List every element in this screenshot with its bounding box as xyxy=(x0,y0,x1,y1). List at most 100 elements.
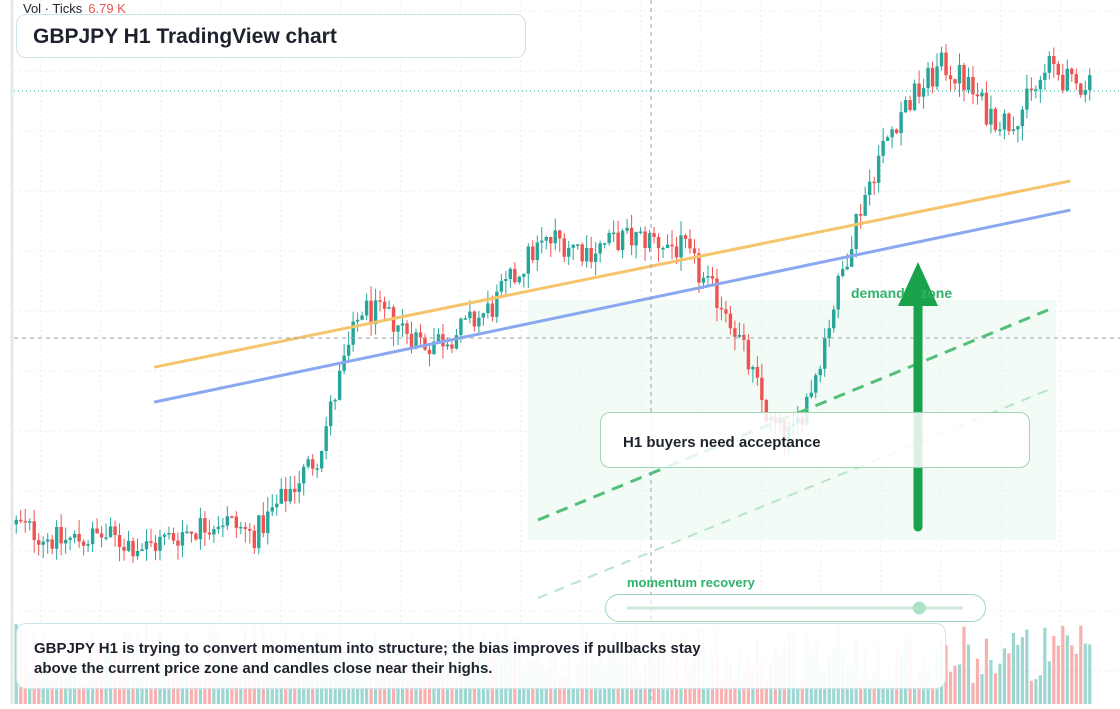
candle-body xyxy=(724,309,728,314)
volume-bar xyxy=(962,626,966,704)
candle-body xyxy=(86,544,90,546)
candle-body xyxy=(225,516,230,526)
candle-body xyxy=(998,129,1002,132)
candle-body xyxy=(701,277,706,283)
volume-legend: Vol · Ticks 6.79 K xyxy=(23,1,126,16)
volume-bar xyxy=(194,676,198,704)
candle-body xyxy=(37,540,41,545)
candle-body xyxy=(198,518,203,540)
candle-body xyxy=(733,328,737,337)
candle-body xyxy=(185,531,189,534)
candle-body xyxy=(382,301,387,309)
candle-body xyxy=(683,235,688,239)
candle-body xyxy=(1052,56,1056,65)
candle-body xyxy=(755,367,760,378)
candle-body xyxy=(1088,75,1092,91)
candle-body xyxy=(1025,88,1029,110)
candle-body xyxy=(926,67,930,89)
volume-bar xyxy=(1065,635,1069,704)
volume-bar xyxy=(149,683,153,704)
candle-body xyxy=(171,533,176,541)
volume-bar xyxy=(1074,653,1078,704)
candle-body xyxy=(405,323,409,334)
volume-bar xyxy=(1052,635,1056,704)
candle-body xyxy=(409,333,414,348)
volume-bar xyxy=(993,673,998,704)
candle-body xyxy=(302,466,306,484)
candle-body xyxy=(463,318,468,320)
candle-body xyxy=(1079,83,1083,95)
candle-body xyxy=(584,248,589,262)
candle-body xyxy=(638,231,643,233)
volume-bar xyxy=(1088,644,1092,704)
volume-bar xyxy=(418,679,423,704)
volume-bar xyxy=(1034,679,1038,704)
candle-body xyxy=(948,75,953,80)
volume-bar xyxy=(966,644,971,704)
candle-body xyxy=(252,530,257,549)
candle-body xyxy=(984,92,989,125)
volume-bar xyxy=(948,671,953,704)
candle-body xyxy=(629,227,634,246)
candle-body xyxy=(275,503,279,508)
volume-bar xyxy=(733,680,737,704)
volume-bar xyxy=(868,675,872,704)
candle-body xyxy=(108,526,113,538)
candle-body xyxy=(207,532,212,535)
volume-bar xyxy=(719,680,724,704)
candle-body xyxy=(742,334,746,340)
candle-body xyxy=(517,276,522,283)
candle-body xyxy=(881,140,885,156)
candle-body xyxy=(576,244,580,246)
candle-body xyxy=(593,253,598,262)
candle-body xyxy=(737,334,742,337)
candle-body xyxy=(63,539,68,544)
candle-body xyxy=(261,515,265,534)
candle-body xyxy=(661,248,665,250)
candle-body xyxy=(908,100,912,110)
candle-body xyxy=(248,528,252,531)
candle-body xyxy=(975,94,980,97)
candle-body xyxy=(351,321,355,345)
momentum-label: momentum recovery xyxy=(627,575,755,590)
candle-body xyxy=(77,533,81,542)
candle-body xyxy=(427,349,432,355)
candle-body xyxy=(99,533,104,538)
candle-body xyxy=(59,526,63,544)
candle-body xyxy=(369,300,373,325)
volume-bar xyxy=(1079,625,1083,704)
candle-body xyxy=(531,246,535,261)
candle-body xyxy=(378,300,382,302)
candle-body xyxy=(288,488,292,502)
candle-body xyxy=(1016,126,1020,130)
candle-body xyxy=(454,335,459,349)
volume-bar xyxy=(638,674,643,704)
candle-body xyxy=(113,526,117,536)
trendlines xyxy=(153,179,1071,404)
candle-body xyxy=(643,231,647,248)
candle-body xyxy=(149,541,153,543)
volume-bar xyxy=(1061,625,1065,704)
candle-body xyxy=(72,533,77,538)
summary-card: GBPJPY H1 is trying to convert momentum … xyxy=(16,623,946,689)
volume-bar xyxy=(1016,644,1020,704)
candle-body xyxy=(490,303,495,317)
volume-bar xyxy=(859,677,863,704)
candle-body xyxy=(845,266,849,270)
volume-bar xyxy=(454,681,459,704)
candle-body xyxy=(647,233,652,248)
candle-body xyxy=(989,108,993,125)
candle-body xyxy=(697,253,701,283)
candle-body xyxy=(616,232,620,251)
candle-body xyxy=(863,195,867,216)
volume-bar xyxy=(360,674,364,704)
candle-body xyxy=(414,332,418,348)
candle-body xyxy=(679,235,683,258)
summary-text: GBPJPY H1 is trying to convert momentum … xyxy=(34,640,701,677)
candle-body xyxy=(95,528,99,534)
volume-bar xyxy=(1043,627,1047,704)
candle-body xyxy=(90,528,95,545)
candle-body xyxy=(486,303,490,314)
candle-body xyxy=(167,533,171,535)
